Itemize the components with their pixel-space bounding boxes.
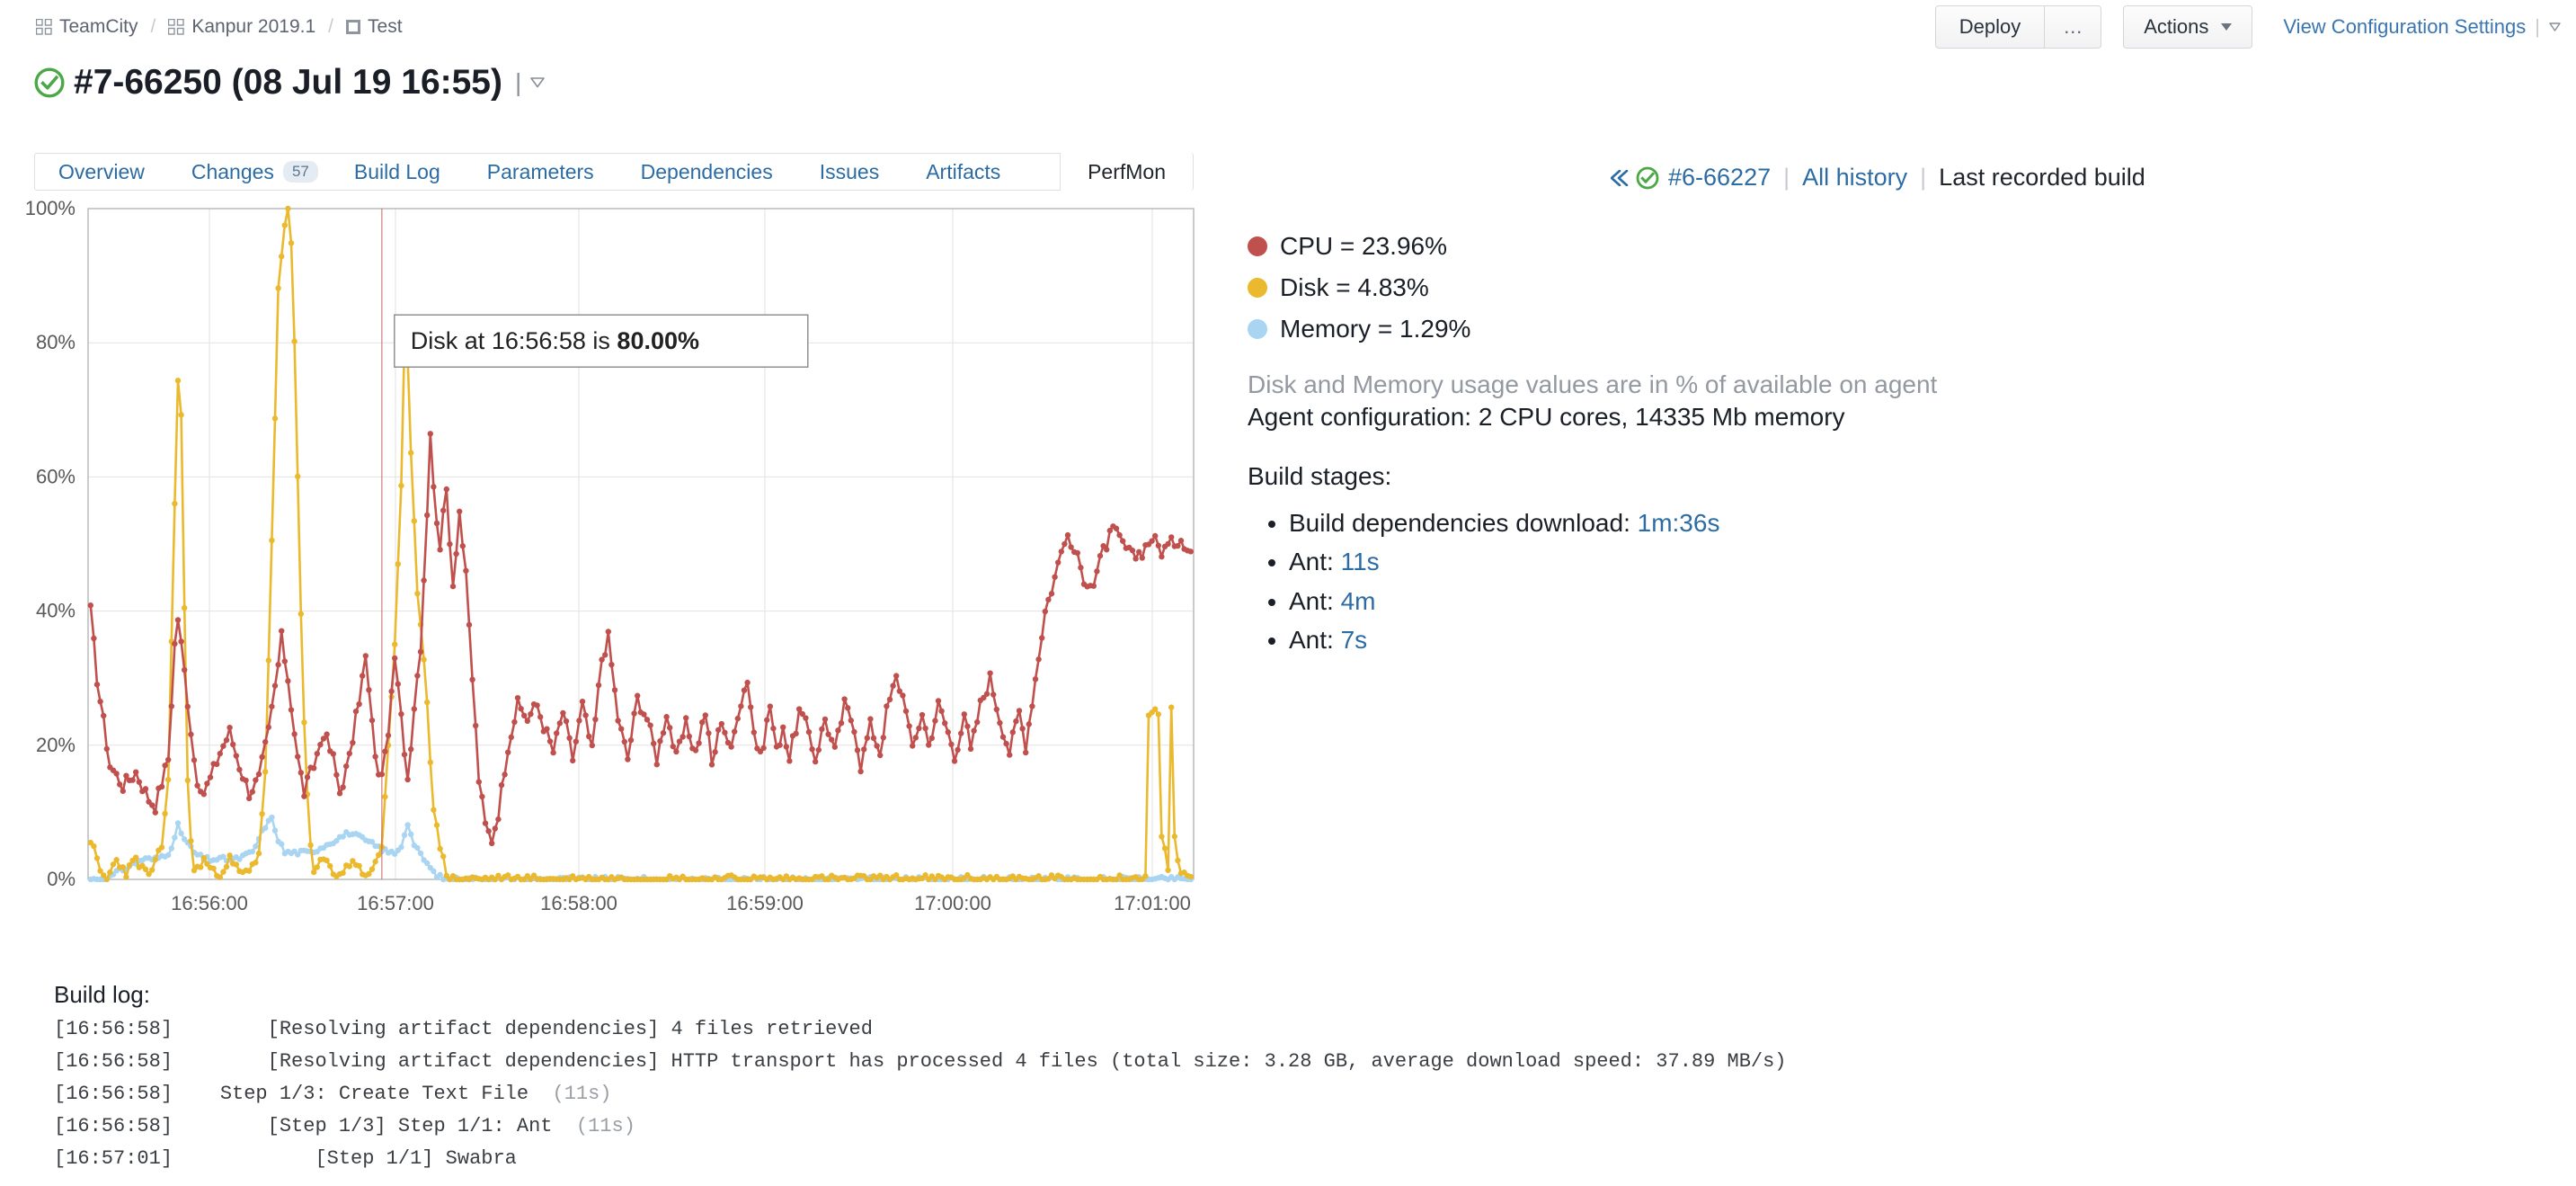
svg-text:100%: 100% bbox=[25, 197, 76, 219]
svg-text:16:58:00: 16:58:00 bbox=[540, 892, 617, 914]
svg-text:16:57:00: 16:57:00 bbox=[357, 892, 434, 914]
svg-text:0%: 0% bbox=[47, 868, 76, 890]
svg-text:20%: 20% bbox=[36, 734, 76, 756]
svg-text:16:59:00: 16:59:00 bbox=[726, 892, 804, 914]
svg-text:17:01:00: 17:01:00 bbox=[1114, 892, 1191, 914]
svg-text:17:00:00: 17:00:00 bbox=[914, 892, 991, 914]
svg-text:16:56:00: 16:56:00 bbox=[171, 892, 248, 914]
svg-text:Disk at 16:56:58 is 80.00%: Disk at 16:56:58 is 80.00% bbox=[411, 327, 699, 354]
svg-text:80%: 80% bbox=[36, 331, 76, 353]
svg-text:60%: 60% bbox=[36, 465, 76, 487]
svg-text:40%: 40% bbox=[36, 600, 76, 622]
